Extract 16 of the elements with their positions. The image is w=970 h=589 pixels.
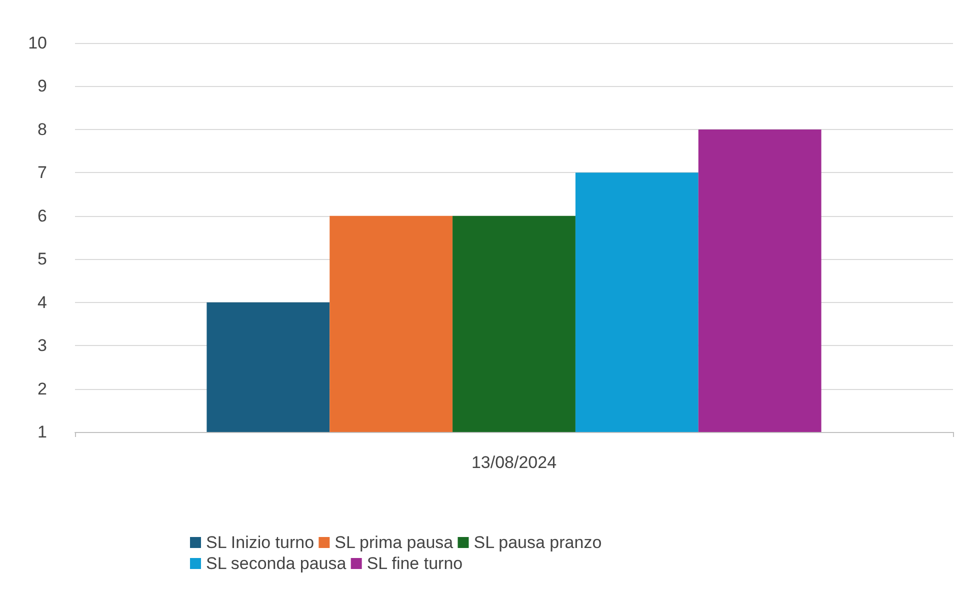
y-tick-label: 9 xyxy=(38,76,47,96)
x-tick-label: 13/08/2024 xyxy=(471,453,557,472)
y-tick-label: 5 xyxy=(38,250,47,269)
y-tick-label: 2 xyxy=(38,379,47,398)
legend-label: SL seconda pausa xyxy=(206,554,347,573)
legend-label: SL fine turno xyxy=(366,554,463,573)
legend-label: SL pausa pranzo xyxy=(474,533,602,552)
y-tick-label: 1 xyxy=(38,422,47,442)
y-tick-label: 3 xyxy=(38,336,47,356)
y-tick-label: 6 xyxy=(38,206,47,226)
y-tick-label: 4 xyxy=(38,292,47,312)
legend-label: SL prima pausa xyxy=(334,533,454,552)
legend-label: SL Inizio turno xyxy=(206,533,314,552)
y-tick-label: 10 xyxy=(28,34,47,52)
y-tick-label: 8 xyxy=(38,120,47,139)
y-tick-label: 7 xyxy=(38,163,47,182)
